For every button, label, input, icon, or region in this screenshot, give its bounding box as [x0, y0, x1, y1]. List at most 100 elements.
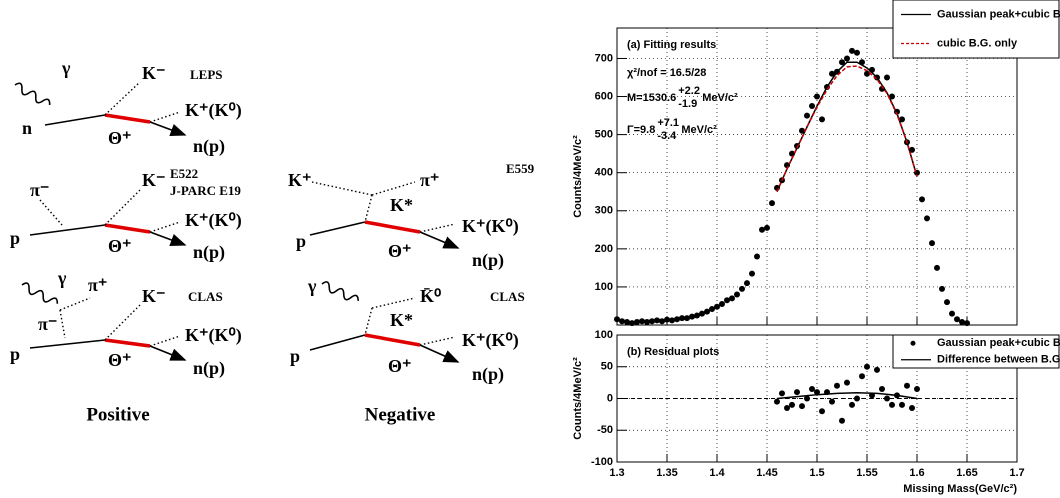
data-point: [819, 116, 825, 123]
legend-box: [892, 334, 1060, 369]
kaon-line: [104, 189, 141, 226]
label: K⁻: [142, 170, 166, 190]
x-tick-label: 1.4: [709, 467, 725, 479]
label: K*: [390, 195, 413, 215]
y-tick-label: 100: [595, 329, 613, 341]
label: CLAS: [490, 289, 525, 304]
annotation-unit: MeV/c²: [702, 92, 738, 104]
data-point: [794, 389, 800, 396]
data-point: [849, 47, 855, 54]
data-point: [829, 398, 835, 405]
label: LEPS: [190, 67, 223, 82]
annotation: M=1530.6: [627, 92, 676, 104]
baryon-line: [149, 231, 187, 246]
annotation: χ²/nof = 16.5/28: [627, 67, 706, 79]
x-tick-label: 1.5: [809, 467, 824, 479]
baryon-line: [419, 231, 460, 249]
data-point: [849, 401, 855, 408]
label: π⁺: [88, 275, 107, 295]
x-tick-label: 1.35: [656, 467, 677, 479]
y-axis-label: Counts/4MeV/c²: [572, 135, 584, 218]
data-point: [944, 299, 950, 306]
data-point: [954, 316, 960, 323]
data-point: [784, 405, 790, 412]
label: π⁻: [30, 180, 49, 200]
annotation-sup: +7.1: [657, 117, 679, 129]
data-point: [694, 312, 700, 319]
data-point: [754, 253, 760, 260]
data-point: [734, 291, 740, 298]
x-tick-label: 1.7: [1009, 467, 1024, 479]
plot-title: (a) Fitting results: [627, 39, 716, 51]
label: CLAS: [188, 289, 223, 304]
theta-line: [104, 113, 151, 124]
theta-line: [364, 220, 421, 234]
label: p: [290, 346, 300, 366]
data-point: [934, 264, 940, 271]
data-point: [684, 315, 690, 322]
data-point: [714, 303, 720, 310]
data-point: [859, 373, 865, 380]
data-point: [844, 379, 850, 386]
data-point: [929, 240, 935, 247]
pion-line: [59, 297, 91, 311]
kaon-line: [419, 336, 456, 346]
kaon-line: [149, 335, 181, 347]
data-point: [809, 103, 815, 110]
label: K⁺(K⁰): [185, 100, 242, 121]
label: K⁺(K⁰): [185, 210, 242, 231]
baryon-line: [309, 334, 366, 351]
x-tick-label: 1.65: [956, 467, 977, 479]
data-point: [769, 200, 775, 207]
annotation-sub: -1.9: [678, 98, 697, 110]
y-tick-label: 50: [601, 361, 613, 373]
data-point: [814, 389, 820, 396]
data-point: [829, 70, 835, 77]
annotation-sub: -3.4: [657, 130, 677, 142]
data-point: [704, 308, 710, 315]
y-tick-label: -100: [591, 456, 613, 468]
x-tick-label: 1.45: [756, 467, 777, 479]
legend-marker: [910, 340, 916, 346]
label: K⁺(K⁰): [185, 325, 242, 346]
data-point: [839, 417, 845, 424]
caption: Positive: [86, 404, 149, 425]
fit-curve: [776, 61, 918, 193]
data-point: [959, 318, 965, 325]
label: γ: [57, 268, 67, 288]
y-tick-label: 600: [595, 90, 613, 102]
baryon-line: [149, 121, 187, 136]
label: p: [10, 344, 20, 364]
caption: Negative: [365, 404, 436, 425]
x-axis-label: Missing Mass(GeV/c²): [903, 483, 1017, 495]
fit-curve: [776, 392, 918, 400]
label: J-PARC E19: [170, 183, 241, 198]
label: Θ⁺: [108, 236, 132, 256]
data-point: [699, 310, 705, 317]
label: n: [22, 118, 32, 138]
photon: [14, 82, 51, 106]
data-point: [864, 363, 870, 370]
data-point: [924, 215, 930, 222]
y-axis-label: Counts/4MeV/c²: [572, 357, 584, 440]
pion-line: [371, 181, 416, 196]
data-point: [939, 285, 945, 292]
data-point: [639, 318, 645, 325]
data-point: [749, 270, 755, 277]
x-tick-label: 1.6: [909, 467, 924, 479]
plot-title: (b) Residual plots: [627, 346, 719, 358]
kaon-line: [371, 297, 416, 309]
data-point: [654, 317, 660, 324]
data-point: [874, 366, 880, 373]
baryon-line: [29, 339, 106, 349]
data-point: [904, 382, 910, 389]
data-point: [789, 401, 795, 408]
legend-label: Gaussian peak+cubic B.G.: [937, 337, 1060, 349]
theta-line: [104, 338, 151, 348]
diagrams: γ n K⁻ LEPS K⁺(K⁰) Θ⁺ n(p) π⁻ p K⁻ E522 …: [10, 58, 535, 425]
label: E559: [506, 161, 535, 176]
data-point: [899, 116, 905, 123]
data-point: [834, 382, 840, 389]
